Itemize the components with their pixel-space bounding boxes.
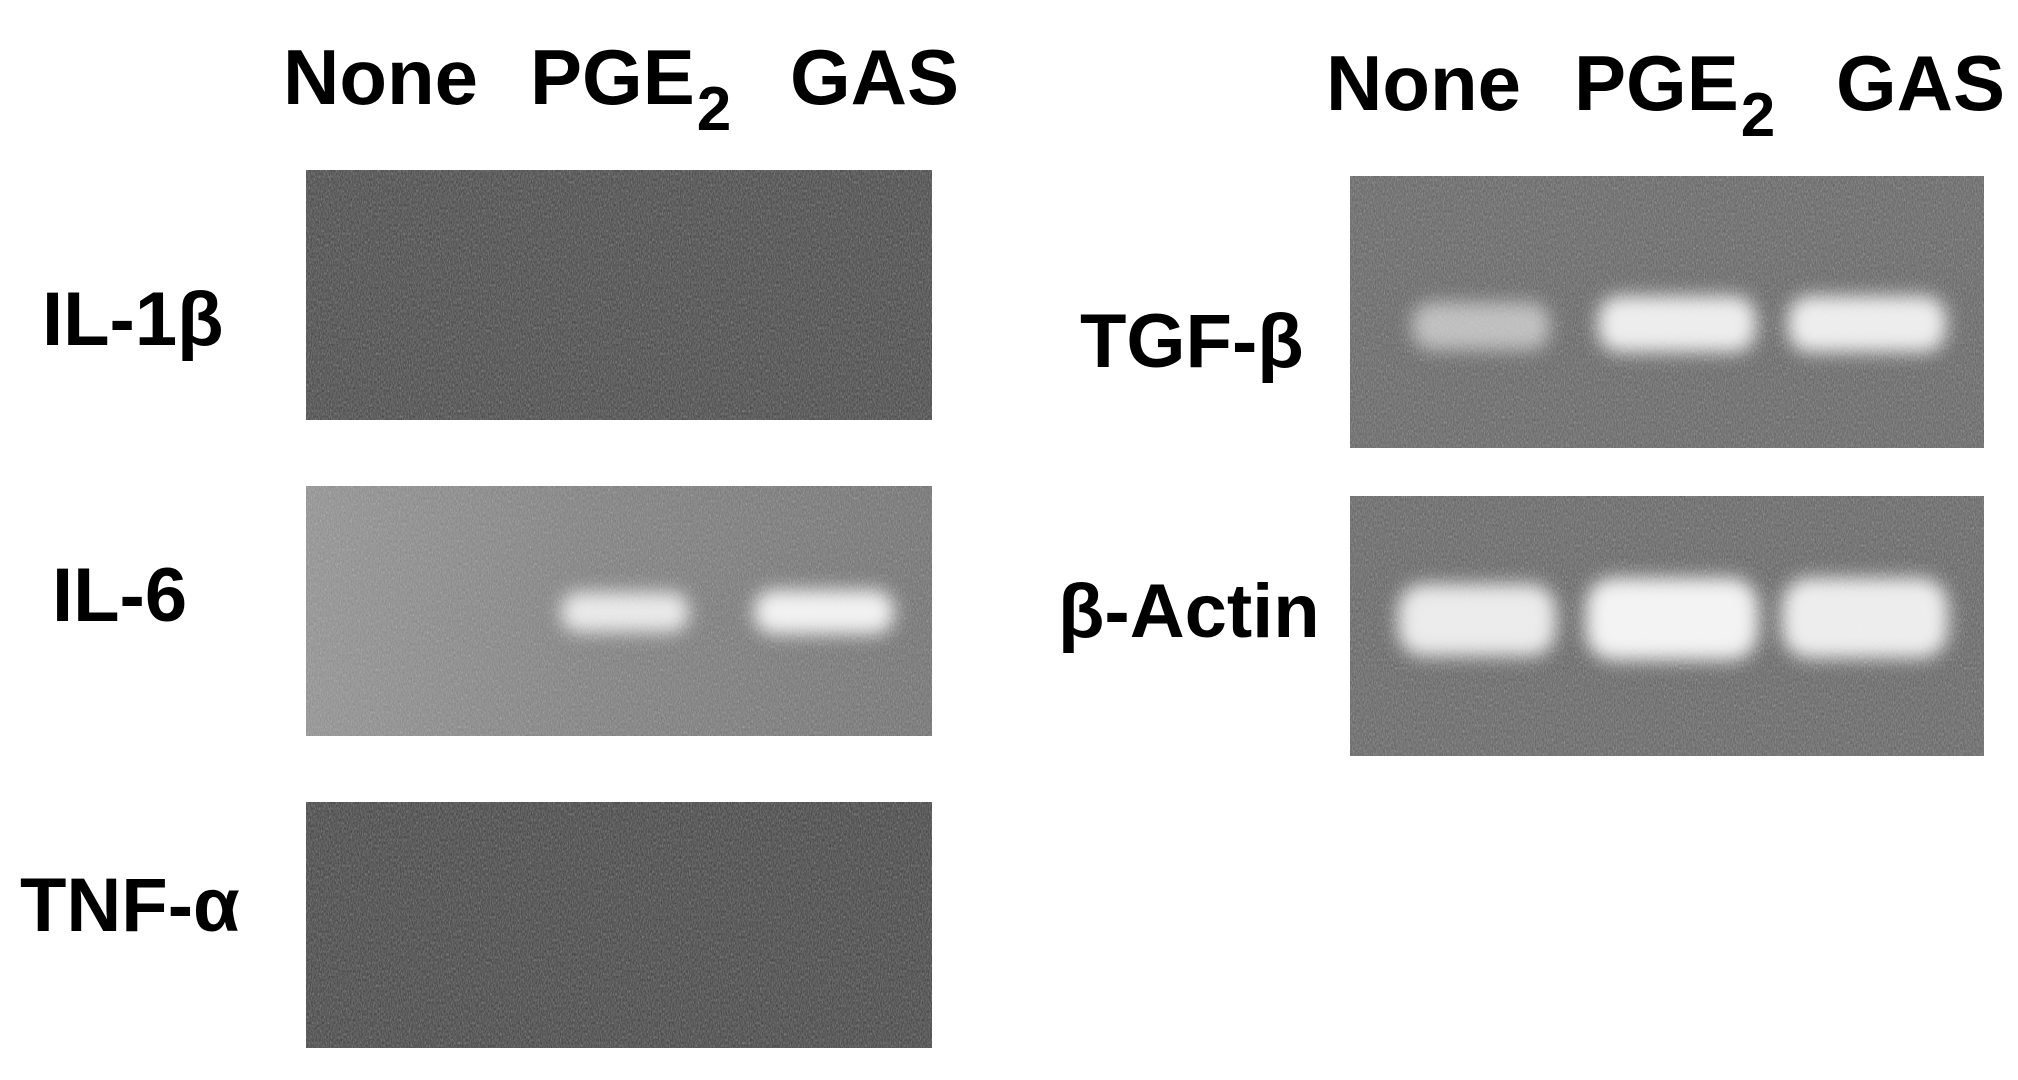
- lane-header-gas-right: GAS: [1836, 44, 2005, 122]
- row-label-tnfa: TNF-α: [20, 863, 240, 948]
- band-tgfb-pge2: [1598, 296, 1756, 352]
- gel-separator: [1350, 448, 1984, 496]
- lane-header-none-right: None: [1326, 44, 1521, 122]
- row-label-il6: IL-6: [52, 553, 188, 638]
- gel-il6: [306, 486, 932, 736]
- lane-header-text: None: [1326, 39, 1521, 127]
- band-bactin-none: [1398, 584, 1556, 656]
- lane-header-pge2-left: PGE2: [530, 38, 731, 141]
- band-tgfb-gas: [1788, 296, 1946, 352]
- gel-tgfb-actin: [1350, 176, 1984, 756]
- band-bactin-gas: [1782, 578, 1948, 658]
- band-il6-pge2: [561, 592, 689, 632]
- lane-header-text: PGE: [530, 33, 695, 121]
- band-il6-gas: [754, 590, 894, 634]
- lane-header-pge2-right: PGE2: [1574, 44, 1775, 147]
- band-bactin-pge2: [1586, 578, 1758, 660]
- lane-header-gas-left: GAS: [790, 38, 959, 116]
- lane-header-text: GAS: [790, 33, 960, 121]
- lane-header-subscript: 2: [696, 75, 732, 144]
- lane-header-none-left: None: [283, 38, 478, 116]
- gel-tnfa: [306, 802, 932, 1048]
- lane-header-text: None: [283, 33, 478, 121]
- row-label-il1b: IL-1β: [42, 277, 224, 362]
- row-label-tgfb: TGF-β: [1080, 299, 1304, 384]
- lane-header-subscript: 2: [1740, 81, 1776, 150]
- band-tgfb-none: [1412, 302, 1550, 350]
- gel-il1b: [306, 170, 932, 420]
- lane-header-text: GAS: [1836, 39, 2006, 127]
- lane-header-text: PGE: [1574, 39, 1739, 127]
- row-label-bactin: β-Actin: [1058, 569, 1320, 654]
